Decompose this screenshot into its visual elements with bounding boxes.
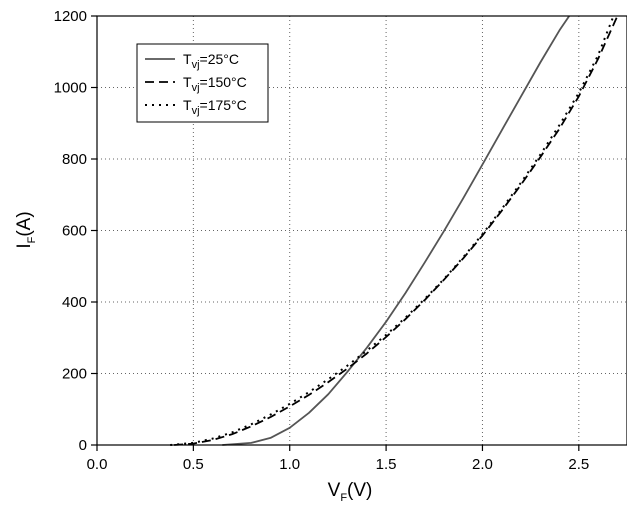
y-tick-label: 1000 — [54, 80, 87, 97]
legend-label-150c: Tvj=150°C — [183, 74, 247, 94]
x-tick-label: 2.5 — [568, 456, 589, 473]
series-lines — [170, 15, 619, 446]
y-tick-label: 400 — [62, 294, 87, 311]
series-line-25c — [222, 15, 570, 446]
x-axis-label: VF(V) — [328, 480, 373, 504]
x-tick-label: 1.5 — [376, 456, 397, 473]
x-tick-label: 2.0 — [472, 456, 493, 473]
legend: Tvj=25°C Tvj=150°C Tvj=175°C — [136, 43, 269, 123]
y-axis-label: IF(A) — [14, 211, 38, 248]
x-tick-label: 1.0 — [279, 456, 300, 473]
x-tick-label: 0.5 — [183, 456, 204, 473]
series-line-175c — [170, 15, 615, 446]
y-tick-label: 200 — [62, 366, 87, 383]
y-tick-label: 1200 — [54, 8, 87, 25]
y-tick-label: 0 — [79, 437, 87, 454]
x-tick-label: 0.0 — [87, 456, 108, 473]
legend-box — [136, 43, 269, 123]
legend-label-25c: Tvj=25°C — [183, 51, 239, 71]
legend-label-175c: Tvj=175°C — [183, 97, 247, 117]
y-tick-label: 800 — [62, 151, 87, 168]
series-line-150c — [174, 15, 619, 446]
axis-ticks: 0.0 0.5 1.0 1.5 2.0 2.5 0 200 400 600 800 1000 1200 — [54, 8, 590, 473]
grid — [97, 16, 627, 445]
y-tick-label: 600 — [62, 223, 87, 240]
